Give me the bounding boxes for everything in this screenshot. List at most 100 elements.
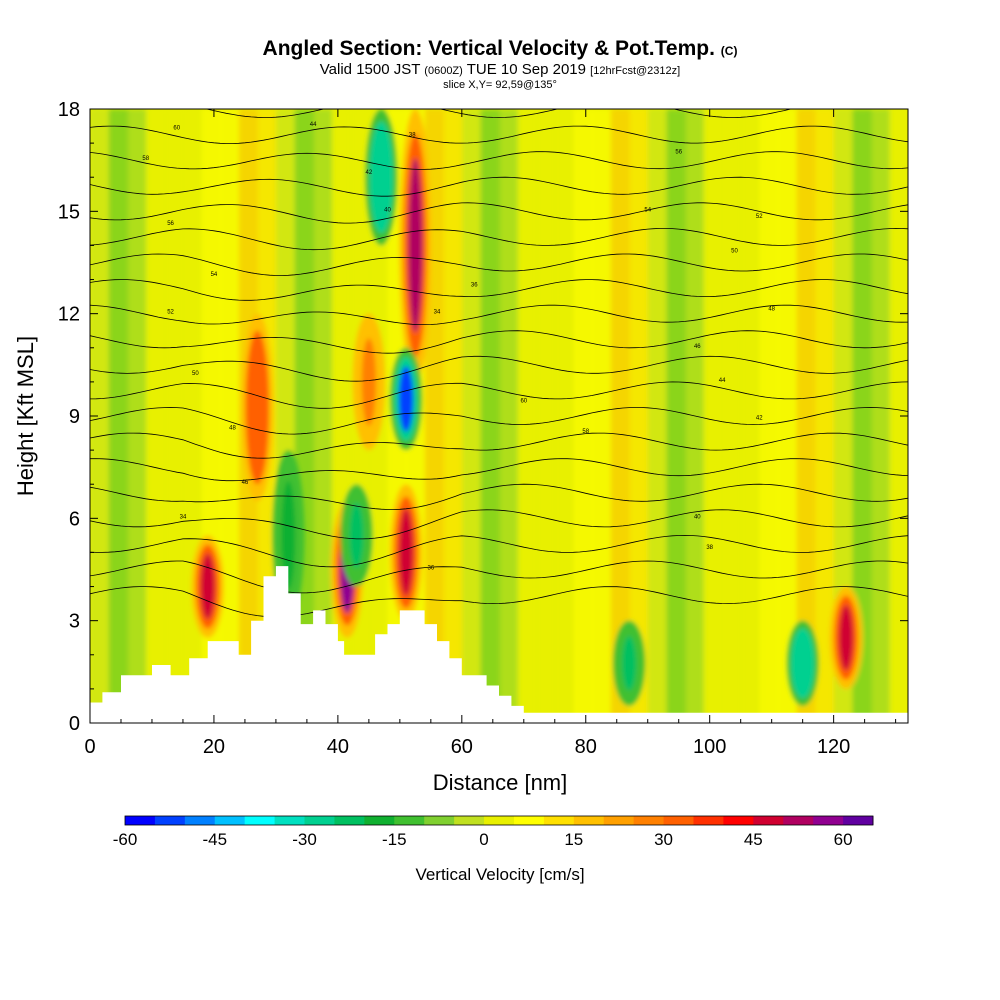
colorbar-frame xyxy=(124,815,874,826)
contour-label: 56 xyxy=(167,221,174,227)
velocity-band xyxy=(815,109,835,723)
contour-label: 42 xyxy=(756,415,763,421)
x-tick-label: 40 xyxy=(327,736,349,758)
contour-line xyxy=(90,279,908,301)
contour-line xyxy=(90,355,908,382)
x-tick-label: 20 xyxy=(203,736,225,758)
colorbar-tick-label: -45 xyxy=(202,830,227,849)
contour-line xyxy=(90,483,908,510)
colorbar: -60 -45 -30 -15 0 15 30 45 60 xyxy=(113,815,874,849)
contour-label: 60 xyxy=(173,125,180,131)
contour-line xyxy=(90,253,908,276)
velocity-band xyxy=(610,109,631,723)
colorbar-swatch xyxy=(484,816,515,825)
slice-info: slice X,Y= 92,59@135° xyxy=(443,79,557,91)
y-tick-label: 12 xyxy=(58,304,80,326)
contour-label: 34 xyxy=(434,310,441,316)
contour-label: 44 xyxy=(310,122,317,128)
contour-line xyxy=(90,407,908,435)
colorbar-swatch xyxy=(394,816,425,825)
contour-label: 42 xyxy=(366,170,373,176)
y-tick-label: 6 xyxy=(69,508,80,530)
colorbar-tick-label: 30 xyxy=(654,830,673,849)
y-axis-label: Height [Kft MSL] xyxy=(13,336,38,496)
velocity-field xyxy=(90,109,908,723)
contour-label: 48 xyxy=(229,426,236,432)
colorbar-swatch xyxy=(364,816,395,825)
valid-utc: (0600Z) xyxy=(424,65,463,77)
contour-line xyxy=(90,330,908,354)
y-tick-label: 3 xyxy=(69,611,80,633)
velocity-cell xyxy=(374,133,389,221)
chart-subtitle: Valid 1500 JST (0600Z) TUE 10 Sep 2019 [… xyxy=(0,62,1000,79)
velocity-band xyxy=(722,109,742,723)
contour-label: 54 xyxy=(644,207,651,213)
contour-label: 60 xyxy=(520,398,527,404)
contour-label: 58 xyxy=(582,429,589,435)
potential-temperature-contours: 60 58 56 54 52 50 48 46 44 42 40 38 36 34 60 58 56 54 52 50… xyxy=(90,109,908,618)
velocity-band xyxy=(313,109,333,723)
colorbar-swatch xyxy=(214,816,246,825)
velocity-band xyxy=(703,109,724,723)
velocity-band xyxy=(164,109,184,723)
contour-label: 58 xyxy=(142,156,149,162)
contour-line xyxy=(90,509,908,540)
colorbar-swatch xyxy=(513,816,545,825)
x-tick-label: 120 xyxy=(817,736,850,758)
contour-label: 52 xyxy=(756,214,763,220)
velocity-band xyxy=(220,109,240,723)
contour-line xyxy=(90,381,908,409)
velocity-band xyxy=(573,109,593,723)
contour-label: 50 xyxy=(192,371,199,377)
contour-line xyxy=(90,458,908,482)
x-tick-label: 100 xyxy=(693,736,726,758)
colorbar-swatch xyxy=(304,816,335,825)
contour-label: 44 xyxy=(719,378,726,384)
velocity-band xyxy=(499,109,519,723)
colorbar-swatch xyxy=(843,816,874,825)
colorbar-swatch xyxy=(813,816,844,825)
valid-time: Valid 1500 JST xyxy=(319,61,421,78)
y-tick-label: 18 xyxy=(58,99,80,121)
velocity-band xyxy=(870,109,891,723)
x-axis: 0 20 40 60 80 100 120 xyxy=(84,109,897,758)
velocity-band xyxy=(461,109,482,723)
contour-line xyxy=(90,586,908,618)
velocity-band xyxy=(480,109,500,723)
contour-line xyxy=(90,125,908,144)
colorbar-tick-label: 60 xyxy=(834,830,853,849)
velocity-band xyxy=(90,109,110,723)
velocity-cell xyxy=(398,366,414,432)
contour-line xyxy=(90,534,908,568)
colorbar-swatch xyxy=(663,816,694,825)
velocity-band xyxy=(554,109,575,723)
colorbar-swatch xyxy=(783,816,814,825)
velocity-band xyxy=(852,109,872,723)
velocity-cell xyxy=(398,508,414,597)
contour-label: 46 xyxy=(694,344,701,350)
colorbar-swatch xyxy=(244,816,276,825)
y-tick-label: 15 xyxy=(58,201,80,223)
chart-title: Angled Section: Vertical Velocity & Pot.… xyxy=(0,38,1000,62)
colorbar-swatch xyxy=(274,816,306,825)
velocity-cell xyxy=(838,604,854,671)
velocity-cell xyxy=(250,347,265,468)
colorbar-tick-label: 45 xyxy=(744,830,763,849)
contour-label: 36 xyxy=(427,566,434,572)
chart-title-main: Angled Section: Vertical Velocity & Pot.… xyxy=(262,37,715,60)
contour-label: 52 xyxy=(167,310,174,316)
colorbar-swatch xyxy=(543,816,575,825)
velocity-band xyxy=(666,109,686,723)
contour-label: 56 xyxy=(675,149,682,155)
contour-line xyxy=(90,304,908,325)
title-block: Angled Section: Vertical Velocity & Pot.… xyxy=(0,38,1000,92)
colorbar-swatch xyxy=(154,816,186,825)
colorbar-swatch xyxy=(573,816,605,825)
colorbar-tick-label: -30 xyxy=(292,830,317,849)
x-tick-label: 60 xyxy=(451,736,473,758)
colorbar-swatch xyxy=(424,816,455,825)
colorbar-title: Vertical Velocity [cm/s] xyxy=(415,865,584,884)
colorbar-swatch xyxy=(603,816,635,825)
